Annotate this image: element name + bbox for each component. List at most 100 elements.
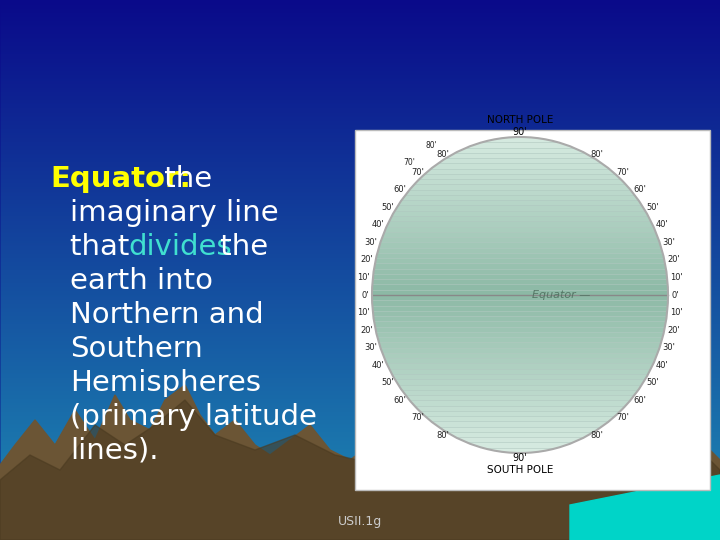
Text: 20': 20' [667,326,680,335]
Bar [372,226,668,232]
Text: 80': 80' [591,431,603,440]
Text: 80': 80' [436,150,449,159]
Bar [372,353,668,358]
Bar [372,405,668,411]
Text: 60': 60' [634,185,646,194]
Text: the: the [155,165,212,193]
Bar [372,194,668,200]
Text: 10': 10' [357,273,370,282]
Bar [372,437,668,442]
Bar [372,395,668,400]
Bar [372,137,668,142]
Text: 60': 60' [634,396,646,405]
Bar [372,289,668,295]
Text: imaginary line: imaginary line [70,199,279,227]
Bar [372,252,668,258]
Bar [372,379,668,384]
Text: divides: divides [129,233,233,261]
Bar [372,284,668,290]
Bar [372,179,668,184]
Polygon shape [0,375,720,540]
Text: 10': 10' [357,308,370,317]
Text: 50': 50' [381,202,394,212]
Bar [372,384,668,390]
Text: USII.1g: USII.1g [338,515,382,528]
Bar [372,242,668,248]
Text: 90': 90' [513,127,527,137]
Bar [372,410,668,416]
Bar [372,279,668,285]
Text: Hemispheres: Hemispheres [70,369,261,397]
Bar [372,294,668,300]
Text: NORTH POLE: NORTH POLE [487,115,553,125]
Text: 10': 10' [670,308,683,317]
Bar [372,347,668,353]
Text: 70': 70' [411,167,424,177]
Text: 40': 40' [656,220,668,230]
Text: 30': 30' [364,238,377,247]
Bar [372,310,668,316]
Bar [372,258,668,264]
Text: 50': 50' [381,379,394,387]
Text: (primary latitude: (primary latitude [70,403,317,431]
Bar [372,321,668,327]
Bar [372,368,668,374]
Bar [372,184,668,190]
Bar [372,326,668,332]
Text: 20': 20' [360,255,373,265]
Bar [372,300,668,306]
Bar [372,200,668,205]
Bar [372,363,668,369]
Bar [372,426,668,432]
Bar [372,237,668,242]
Text: Equator:: Equator: [50,165,191,193]
Bar [372,263,668,269]
Text: lines).: lines). [70,437,158,465]
Bar [372,332,668,337]
Bar [372,152,668,158]
Text: SOUTH POLE: SOUTH POLE [487,465,553,475]
Bar [372,389,668,395]
Bar [372,147,668,153]
Bar [372,315,668,321]
Polygon shape [570,475,720,540]
Text: 30': 30' [364,343,377,352]
Bar [372,342,668,348]
Bar [372,447,668,453]
Text: 70': 70' [411,414,424,422]
Text: 50': 50' [646,379,659,387]
Bar [372,173,668,179]
Bar [372,142,668,147]
Bar [372,215,668,221]
Text: Equator —: Equator — [532,290,590,300]
Bar [372,357,668,363]
Bar [372,189,668,195]
Text: 30': 30' [662,343,675,352]
Text: 30': 30' [662,238,675,247]
Text: the: the [211,233,269,261]
FancyBboxPatch shape [355,130,710,490]
Bar [372,221,668,227]
Text: Northern and: Northern and [70,301,264,329]
Text: 90': 90' [513,453,527,463]
Text: 50': 50' [646,202,659,212]
Text: that: that [70,233,139,261]
Bar [372,168,668,174]
Text: earth into: earth into [70,267,213,295]
Text: 20': 20' [667,255,680,265]
Bar [372,210,668,216]
Text: 70': 70' [616,167,629,177]
Bar [372,421,668,427]
Text: 80': 80' [436,431,449,440]
Text: Southern: Southern [70,335,203,363]
Bar [372,158,668,163]
Text: 40': 40' [656,361,668,370]
Text: 60': 60' [394,185,407,194]
Text: 70': 70' [616,414,629,422]
Text: 10': 10' [670,273,683,282]
Text: 70': 70' [403,158,415,167]
Bar [372,431,668,437]
Bar [372,336,668,342]
Text: 40': 40' [372,220,384,230]
Bar [372,442,668,448]
